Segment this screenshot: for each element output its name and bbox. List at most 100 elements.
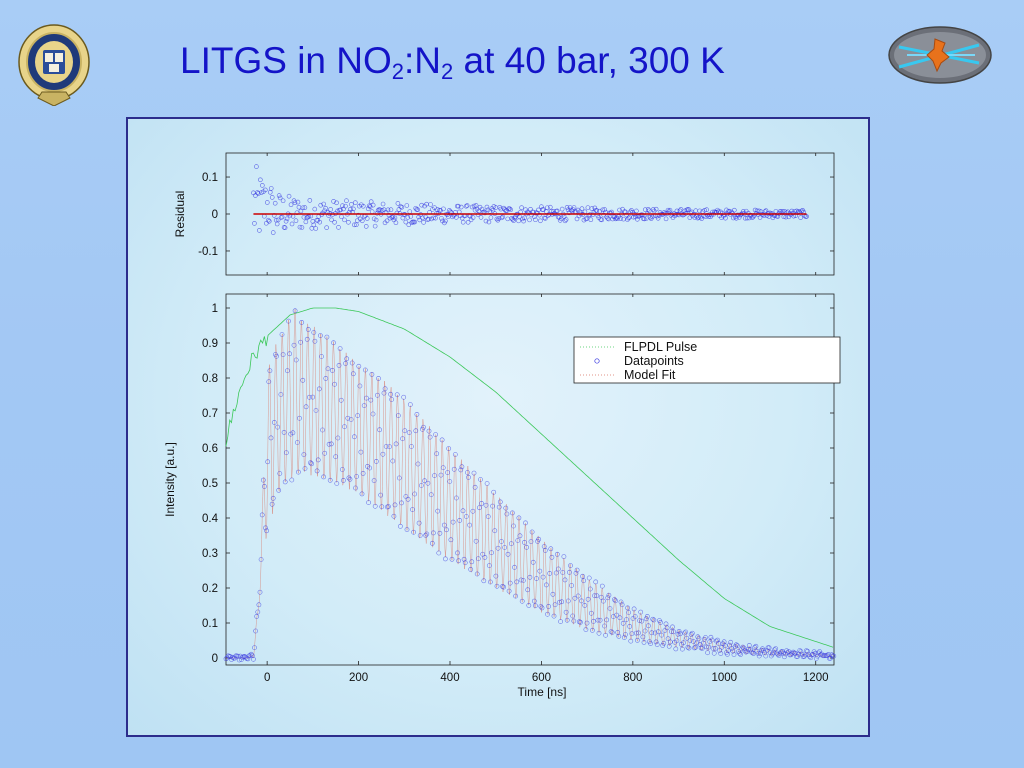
datapoint-marker — [641, 640, 647, 645]
datapoint-marker — [415, 461, 421, 467]
datapoint-marker — [422, 478, 427, 484]
residual-point — [399, 204, 405, 210]
datapoint-marker — [440, 465, 446, 471]
datapoint-marker — [299, 320, 305, 325]
residual-point — [617, 207, 622, 213]
datapoint-marker — [686, 645, 692, 651]
intensity-ytick-label: 0.3 — [202, 548, 218, 560]
datapoint-marker — [300, 377, 306, 383]
intensity-panel: 0 0.1 0.2 0.3 0.4 0.5 0.6 0.7 0.8 0.9 1 0 200 400 600 8… — [202, 293, 837, 684]
datapoint-marker — [297, 415, 302, 421]
datapoint-marker — [328, 441, 334, 447]
datapoint-marker — [609, 630, 615, 635]
residual-point — [478, 215, 484, 220]
datapoint-marker — [324, 334, 330, 340]
datapoint-marker — [264, 528, 269, 534]
residual-point — [334, 200, 339, 206]
residual-point — [693, 208, 699, 214]
datapoint-marker — [392, 502, 398, 508]
datapoint-marker — [748, 647, 753, 653]
datapoint-marker — [486, 563, 492, 568]
residual-point — [594, 208, 600, 213]
datapoint-marker — [789, 650, 795, 656]
datapoint-marker — [669, 629, 674, 634]
datapoint-marker — [562, 577, 568, 583]
intensity-ylabel: Intensity [a.u.] — [163, 442, 177, 517]
datapoint-marker — [276, 487, 282, 493]
datapoint-marker — [709, 637, 715, 643]
residual-point — [496, 216, 502, 221]
residual-point — [283, 218, 289, 224]
residual-point — [579, 206, 585, 211]
datapoint-marker — [605, 595, 611, 601]
datapoint-marker — [602, 623, 607, 629]
datapoint-marker — [607, 606, 613, 611]
datapoint-marker — [671, 629, 676, 635]
datapoint-marker — [584, 620, 590, 626]
datapoint-marker — [349, 360, 355, 366]
datapoint-marker — [594, 593, 600, 599]
residual-point — [460, 219, 466, 225]
datapoint-marker — [651, 617, 657, 623]
datapoint-marker — [409, 444, 414, 449]
datapoint-marker — [536, 536, 542, 542]
residual-point — [286, 193, 292, 199]
datapoint-marker — [462, 560, 468, 566]
datapoint-marker — [621, 635, 627, 640]
residual-point — [564, 205, 570, 210]
datapoint-marker — [676, 629, 682, 634]
datapoint-marker — [658, 620, 663, 625]
datapoint-marker — [696, 636, 702, 641]
datapoint-marker — [441, 522, 447, 528]
datapoint-marker — [401, 394, 407, 400]
datapoint-marker — [368, 397, 374, 403]
datapoint-marker — [684, 635, 690, 641]
residual-point — [353, 200, 358, 205]
datapoint-marker — [773, 646, 779, 652]
datapoint-marker — [292, 308, 298, 314]
datapoint-marker — [810, 652, 816, 657]
datapoint-marker — [452, 452, 458, 457]
datapoint-marker — [625, 605, 630, 611]
residual-point — [311, 222, 317, 228]
residual-point — [650, 207, 656, 212]
residual-point — [428, 202, 433, 207]
residual-point — [364, 216, 370, 221]
datapoint-marker — [390, 458, 396, 464]
datapoint-marker — [661, 640, 667, 646]
residual-point — [483, 218, 489, 224]
residual-point — [275, 217, 281, 223]
datapoint-marker — [515, 538, 521, 543]
residual-point — [257, 228, 262, 233]
datapoint-marker — [633, 630, 639, 636]
residual-point — [395, 201, 401, 206]
datapoint-marker — [587, 586, 593, 592]
datapoint-marker — [338, 397, 344, 403]
intensity-xtick-label: 0 — [264, 672, 270, 684]
residual-point — [626, 215, 631, 221]
residual-point — [340, 203, 345, 209]
datapoint-marker — [567, 569, 572, 575]
residual-point — [494, 216, 500, 222]
datapoint-marker — [497, 499, 503, 505]
datapoint-marker — [706, 644, 712, 650]
residual-point — [704, 207, 709, 213]
datapoint-marker — [616, 633, 622, 639]
datapoint-marker — [436, 550, 442, 556]
residual-point — [641, 216, 647, 222]
residual-point — [256, 191, 261, 196]
datapoint-marker — [485, 514, 491, 519]
datapoint-marker — [257, 589, 263, 595]
datapoint-marker — [632, 614, 638, 619]
datapoint-marker — [258, 557, 264, 562]
datapoint-marker — [813, 656, 819, 661]
datapoint-marker — [775, 652, 781, 657]
datapoint-marker — [741, 645, 747, 651]
datapoint-marker — [308, 460, 313, 466]
residual-point — [284, 216, 290, 222]
residual-point — [307, 198, 313, 203]
datapoint-marker — [484, 481, 490, 486]
datapoint-marker — [563, 609, 569, 615]
datapoint-marker — [399, 500, 404, 506]
